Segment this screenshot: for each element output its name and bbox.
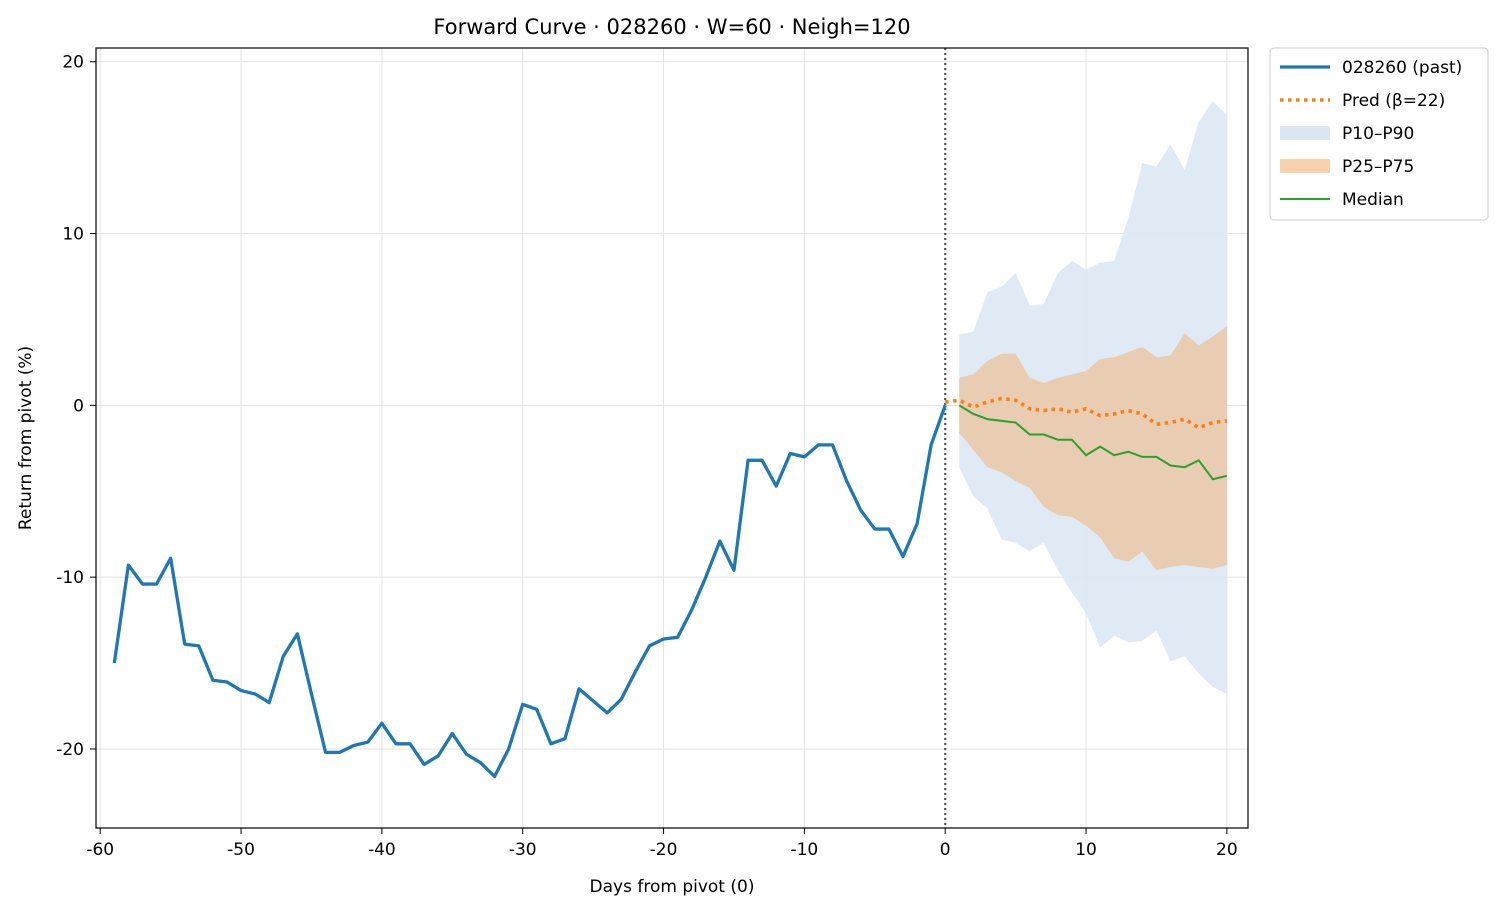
plot-frame — [95, 47, 1249, 829]
x-tick-label: 0 — [940, 840, 951, 860]
x-tick-label: 20 — [1216, 840, 1238, 860]
y-axis-label: Return from pivot (%) — [16, 346, 36, 530]
y-tick-label: -20 — [56, 740, 84, 760]
median-series-line — [958, 404, 1228, 481]
x-tick-label: -60 — [86, 840, 114, 860]
past-series-line — [112, 404, 947, 779]
legend-label-median: Median — [1342, 190, 1404, 210]
y-tick-label: 10 — [62, 225, 84, 245]
series-lines — [112, 48, 1228, 828]
y-tick-label: 0 — [73, 396, 84, 416]
y-tick-label: 20 — [62, 53, 84, 73]
x-tick-label: -20 — [650, 840, 678, 860]
legend-label-past: 028260 (past) — [1342, 58, 1462, 78]
x-axis-label: Days from pivot (0) — [590, 877, 755, 897]
x-tick-label: -30 — [509, 840, 537, 860]
legend-label-pred: Pred (β=22) — [1342, 91, 1445, 111]
axis-ticks: -60 -50 -40 -30 -20 -10 0 10 20 20 10 0 -10 -20 — [56, 53, 1237, 860]
x-tick-label: 10 — [1075, 840, 1097, 860]
chart-title: Forward Curve · 028260 · W=60 · Neigh=12… — [433, 15, 910, 39]
x-tick-label: -50 — [227, 840, 255, 860]
pred-series-line — [944, 396, 1228, 430]
legend-label-p25_p75: P25–P75 — [1342, 157, 1414, 177]
legend-label-p10_p90: P10–P90 — [1342, 124, 1414, 144]
p25-p75-band-overlap — [959, 326, 1227, 571]
percentile-bands — [959, 101, 1227, 694]
x-tick-label: -10 — [790, 840, 818, 860]
x-tick-label: -40 — [368, 840, 396, 860]
legend-box — [1269, 47, 1489, 221]
legend-swatch-p10_p90 — [1280, 126, 1330, 140]
legend-swatch-p25_p75 — [1280, 159, 1330, 173]
legend: 028260 (past) Pred (β=22) P10–P90 P25–P75 Me… — [1269, 47, 1489, 221]
y-tick-label: -10 — [56, 568, 84, 588]
